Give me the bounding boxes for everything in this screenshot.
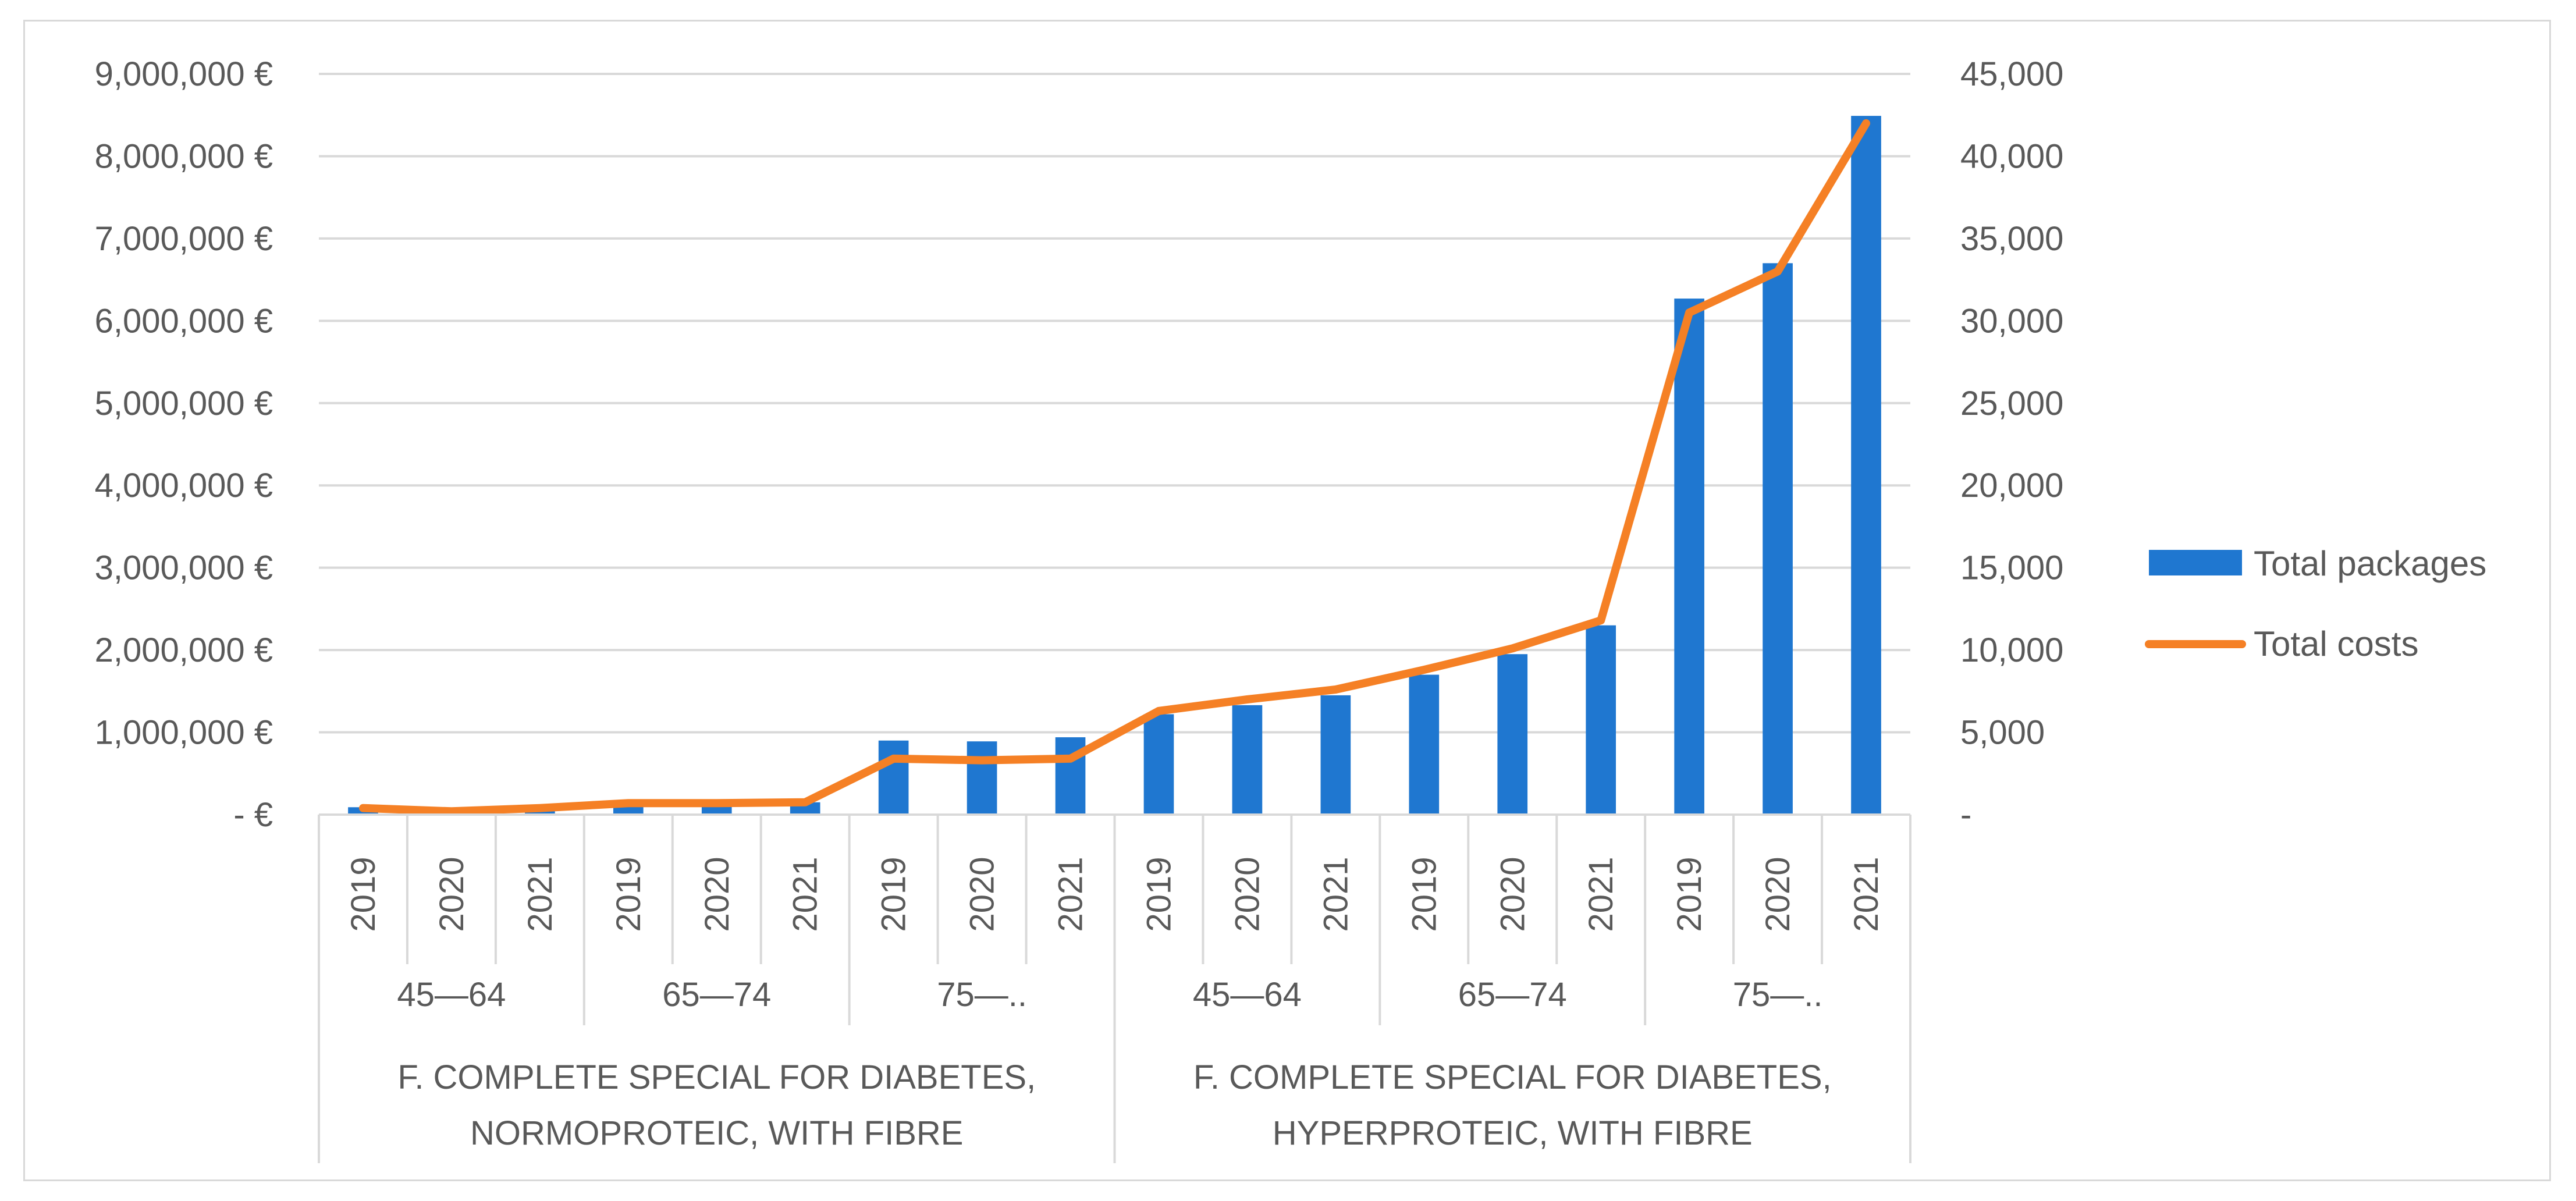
right-tick-label: 35,000 xyxy=(1960,220,2063,258)
x-group-label-age: 65—74 xyxy=(662,976,771,1014)
bar-total-packages xyxy=(1497,654,1528,815)
bar-total-packages xyxy=(1232,705,1263,815)
left-tick-label: 5,000,000 € xyxy=(95,385,273,422)
x-group-label-formula: F. COMPLETE SPECIAL FOR DIABETES, xyxy=(397,1058,1036,1096)
bar-total-packages xyxy=(1674,299,1704,815)
right-tick-label: - xyxy=(1960,796,1971,834)
x-tick-label-year: 2020 xyxy=(1759,857,1797,932)
bar-total-packages xyxy=(1409,674,1440,815)
gridlines xyxy=(319,73,1910,816)
left-tick-label: 6,000,000 € xyxy=(95,302,273,340)
x-tick-label-year: 2021 xyxy=(1847,857,1885,932)
line-total-costs xyxy=(359,119,1870,816)
x-tick-label-year: 2021 xyxy=(1317,857,1355,932)
bar-total-packages xyxy=(878,740,909,815)
left-tick-label: 8,000,000 € xyxy=(95,137,273,175)
left-tick-label: 2,000,000 € xyxy=(95,631,273,669)
x-group-label-age: 75—.. xyxy=(937,976,1027,1014)
left-tick-label: 7,000,000 € xyxy=(95,220,273,258)
bar-series-total-packages xyxy=(348,116,1881,815)
x-tick-label-year: 2021 xyxy=(1582,857,1620,932)
right-tick-label: 40,000 xyxy=(1960,137,2063,175)
right-tick-label: 30,000 xyxy=(1960,302,2063,340)
bar-total-packages xyxy=(1143,714,1174,815)
right-tick-label: 20,000 xyxy=(1960,467,2063,504)
bar-total-packages xyxy=(1763,263,1793,815)
x-tick-label-year: 2020 xyxy=(964,857,1001,932)
x-tick-label-year: 2021 xyxy=(1052,857,1090,932)
legend-swatch-total-packages xyxy=(2149,550,2242,575)
x-group-label-age: 45—64 xyxy=(1193,976,1302,1014)
right-tick-label: 15,000 xyxy=(1960,549,2063,587)
bar-total-packages xyxy=(1851,116,1881,815)
x-group-label-formula: NORMOPROTEIC, WITH FIBRE xyxy=(470,1114,963,1152)
x-tick-label-year: 2020 xyxy=(433,857,471,932)
x-tick-label-year: 2020 xyxy=(1494,857,1532,932)
bar-total-packages xyxy=(967,741,997,815)
x-group-label-age: 45—64 xyxy=(397,976,506,1014)
left-tick-label: 3,000,000 € xyxy=(95,549,273,587)
x-tick-label-year: 2021 xyxy=(787,857,825,932)
legend: Total packages Total costs xyxy=(2145,544,2486,663)
left-tick-label: 4,000,000 € xyxy=(95,467,273,504)
x-tick-label-year: 2019 xyxy=(875,857,913,932)
x-tick-label-year: 2019 xyxy=(344,857,382,932)
legend-label-total-costs: Total costs xyxy=(2254,624,2418,663)
right-tick-label: 10,000 xyxy=(1960,631,2063,669)
x-tick-label-year: 2019 xyxy=(1405,857,1443,932)
chart-frame: - € 1,000,000 € 2,000,000 € 3,000,000 € 4,00… xyxy=(23,20,2551,1181)
left-axis-ticks: - € 1,000,000 € 2,000,000 € 3,000,000 € 4,00… xyxy=(95,55,273,834)
legend-label-total-packages: Total packages xyxy=(2254,544,2486,583)
x-group-label-age: 75—.. xyxy=(1733,976,1823,1014)
line-series-total-costs xyxy=(359,119,1870,816)
bar-total-packages xyxy=(525,809,555,815)
left-tick-label: - € xyxy=(233,796,273,834)
right-tick-label: 25,000 xyxy=(1960,385,2063,422)
x-tick-label-year: 2020 xyxy=(1228,857,1266,932)
x-tick-label-year: 2021 xyxy=(521,857,559,932)
x-group-label-formula: F. COMPLETE SPECIAL FOR DIABETES, xyxy=(1193,1058,1832,1096)
x-axis: 2019 2020 2021 2019 2020 2021 2019 2020 2021 2019… xyxy=(318,813,1911,1163)
x-tick-label-year: 2019 xyxy=(610,857,648,932)
bar-total-packages xyxy=(1320,695,1351,815)
left-tick-label: 9,000,000 € xyxy=(95,55,273,93)
right-tick-label: 45,000 xyxy=(1960,55,2063,93)
x-group-label-formula: HYPERPROTEIC, WITH FIBRE xyxy=(1273,1114,1753,1152)
right-tick-label: 5,000 xyxy=(1960,714,2045,752)
combo-chart: - € 1,000,000 € 2,000,000 € 3,000,000 € 4,00… xyxy=(95,55,2486,1163)
right-axis-ticks: - 5,000 10,000 15,000 20,000 25,000 30,000 35,0… xyxy=(1960,55,2063,834)
x-tick-label-year: 2019 xyxy=(1140,857,1178,932)
left-tick-label: 1,000,000 € xyxy=(95,714,273,752)
x-tick-label-year: 2020 xyxy=(698,857,736,932)
bar-total-packages xyxy=(1586,625,1616,815)
x-group-label-age: 65—74 xyxy=(1458,976,1567,1014)
x-tick-label-year: 2019 xyxy=(1671,857,1708,932)
